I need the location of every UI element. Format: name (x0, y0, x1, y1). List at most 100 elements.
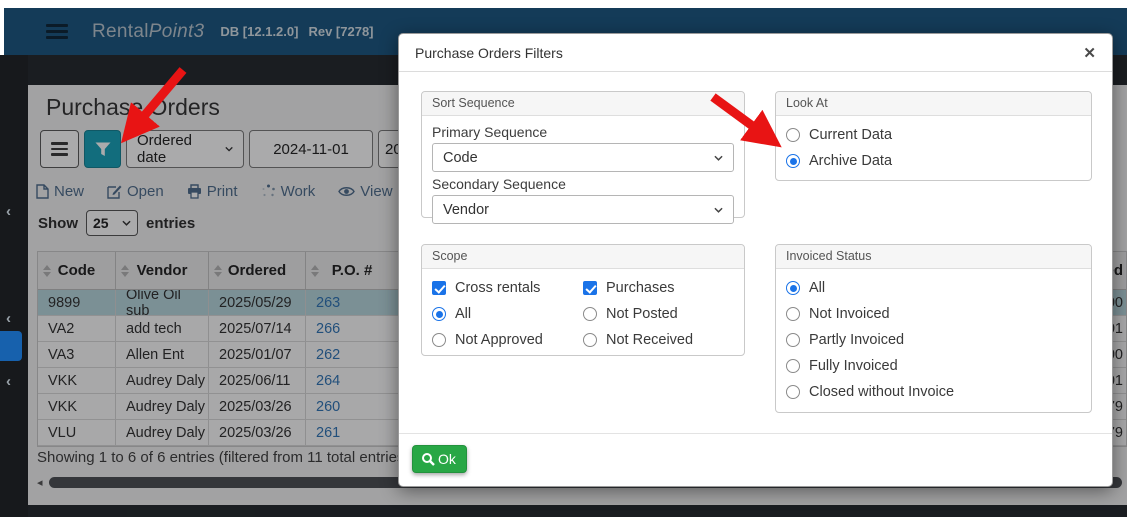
sort-icon (43, 264, 51, 277)
collapse-chevron-icon[interactable]: ‹ (6, 373, 11, 390)
radio-closed-without-invoice[interactable]: Closed without Invoice (786, 379, 1081, 405)
new-button[interactable]: New (36, 183, 84, 200)
cell-vendor: Audrey Daly (116, 368, 209, 393)
po-link[interactable]: 262 (316, 346, 341, 363)
radio-icon (786, 307, 800, 321)
radio-not-received[interactable]: Not Received (583, 327, 734, 353)
radio-icon (786, 359, 800, 373)
table-summary: Showing 1 to 6 of 6 entries (filtered fr… (37, 449, 410, 466)
primary-sequence-select[interactable]: Code (432, 143, 734, 172)
sort-icon (121, 264, 129, 277)
cell-ordered: 2025/05/29 (209, 290, 306, 315)
close-icon[interactable]: ✕ (1083, 44, 1096, 62)
po-link[interactable]: 261 (316, 424, 341, 441)
po-link[interactable]: 263 (316, 294, 341, 311)
checkbox-checked-icon (583, 281, 597, 295)
invoiced-status-panel: Invoiced Status All Not Invoiced Partly … (775, 244, 1092, 413)
checkbox-purchases[interactable]: Purchases (583, 275, 734, 301)
cell-vendor: Audrey Daly (116, 420, 209, 445)
filter-button[interactable] (84, 130, 121, 168)
radio-current-data[interactable]: Current Data (786, 122, 1081, 148)
cell-vendor: Audrey Daly (116, 394, 209, 419)
show-label: Show (38, 214, 78, 232)
radio-checked-icon (786, 154, 800, 168)
po-link[interactable]: 264 (316, 372, 341, 389)
rev-number: Rev [7278] (308, 24, 374, 39)
chevron-down-icon (122, 220, 131, 226)
radio-invoiced-all[interactable]: All (786, 275, 1081, 301)
cell-code: VA2 (38, 316, 116, 341)
radio-scope-all[interactable]: All (432, 301, 583, 327)
radio-archive-data[interactable]: Archive Data (786, 148, 1081, 174)
radio-not-posted[interactable]: Not Posted (583, 301, 734, 327)
panel-legend: Invoiced Status (776, 245, 1091, 269)
radio-not-approved[interactable]: Not Approved (432, 327, 583, 353)
cell-vendor: Olive Oil sub (116, 290, 209, 315)
radio-fully-invoiced[interactable]: Fully Invoiced (786, 353, 1081, 379)
po-link[interactable]: 266 (316, 320, 341, 337)
print-button[interactable]: Print (187, 183, 238, 200)
chevron-down-icon (225, 146, 233, 152)
collapse-chevron-icon[interactable]: ‹ (6, 310, 11, 327)
db-version: DB [12.1.2.0] (220, 24, 299, 39)
ok-button[interactable]: Ok (412, 445, 467, 473)
menu-button[interactable] (40, 130, 79, 168)
radio-icon (432, 333, 446, 347)
left-sidebar: ‹ ‹ ‹ (0, 55, 28, 517)
cell-vendor: add tech (116, 316, 209, 341)
entries-count-select[interactable]: 25 (86, 210, 138, 236)
sort-icon (311, 264, 319, 277)
work-button[interactable]: Work (261, 183, 315, 200)
radio-not-invoiced[interactable]: Not Invoiced (786, 301, 1081, 327)
date-from-input[interactable]: 2024-11-01 (249, 130, 373, 168)
footer-divider (399, 433, 1112, 434)
panel-legend: Look At (776, 92, 1091, 116)
sort-sequence-panel: Sort Sequence Primary Sequence Code Seco… (421, 91, 745, 224)
look-at-panel: Look At Current Data Archive Data (775, 91, 1092, 181)
column-header-vendor[interactable]: Vendor (116, 252, 209, 289)
cell-ordered: 2025/03/26 (209, 394, 306, 419)
search-icon (422, 453, 435, 466)
radio-icon (583, 307, 597, 321)
secondary-sequence-label: Secondary Sequence (432, 176, 566, 192)
chevron-down-icon (714, 207, 723, 213)
cell-code: VKK (38, 368, 116, 393)
primary-sequence-label: Primary Sequence (432, 124, 548, 140)
open-edit-icon (107, 185, 122, 199)
cell-ordered: 2025/03/26 (209, 420, 306, 445)
radio-icon (786, 333, 800, 347)
cell-ordered: 2025/06/11 (209, 368, 306, 393)
hamburger-menu-icon[interactable] (46, 21, 68, 42)
column-header-ordered[interactable]: Ordered (209, 252, 306, 289)
cell-vendor: Allen Ent (116, 342, 209, 367)
cell-ordered: 2025/07/14 (209, 316, 306, 341)
sidebar-selected-item[interactable] (0, 331, 22, 361)
column-header-code[interactable]: Code (38, 252, 116, 289)
sort-icon (214, 264, 222, 277)
scroll-left-icon[interactable]: ◂ (37, 476, 43, 489)
radio-partly-invoiced[interactable]: Partly Invoiced (786, 327, 1081, 353)
eye-icon (338, 187, 356, 196)
view-button[interactable]: View (338, 183, 393, 200)
cell-code: VKK (38, 394, 116, 419)
printer-icon (187, 184, 201, 199)
db-rev-info: DB [12.1.2.0] Rev [7278] (220, 24, 373, 39)
scope-panel: Scope Cross rentals All Not Approved Pur… (421, 244, 745, 356)
po-link[interactable]: 260 (316, 398, 341, 415)
cell-code: VA3 (38, 342, 116, 367)
collapse-chevron-icon[interactable]: ‹ (6, 203, 11, 220)
radio-icon (786, 385, 800, 399)
funnel-icon (95, 142, 110, 156)
entries-label: entries (146, 214, 196, 232)
purchase-orders-filters-dialog: Purchase Orders Filters ✕ Sort Sequence … (398, 33, 1113, 487)
radio-checked-icon (432, 307, 446, 321)
dialog-header: Purchase Orders Filters ✕ (399, 34, 1112, 72)
checkbox-cross-rentals[interactable]: Cross rentals (432, 275, 583, 301)
panel-legend: Sort Sequence (422, 92, 744, 116)
panel-legend: Scope (422, 245, 744, 269)
open-button[interactable]: Open (107, 183, 164, 200)
show-entries: Show 25 entries (38, 210, 195, 236)
secondary-sequence-select[interactable]: Vendor (432, 195, 734, 224)
dialog-title: Purchase Orders Filters (415, 44, 563, 61)
